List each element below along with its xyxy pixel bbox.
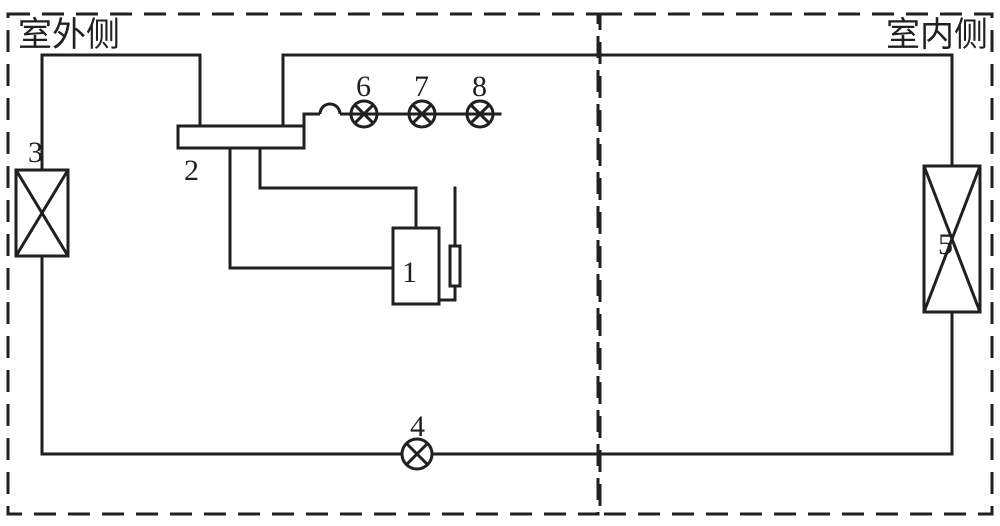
label-8: 8 (472, 70, 487, 103)
pipe-comp_discharge_to_fwv (260, 148, 416, 228)
label-6: 6 (356, 70, 371, 103)
schematic: 室外侧 室内侧 1 2 3 4 5 6 7 8 (0, 0, 1000, 526)
region-label-indoor: 室内侧 (886, 16, 988, 54)
pipe-in_hx_to_fwv_top (283, 55, 952, 166)
label-7: 7 (414, 70, 429, 103)
label-5: 5 (938, 228, 953, 261)
pipe-resistor_to_comp (439, 286, 455, 300)
region-label-outdoor: 室外侧 (18, 16, 120, 54)
accumulator (450, 246, 460, 286)
label-4: 4 (410, 410, 425, 443)
label-3: 3 (28, 136, 43, 169)
label-2: 2 (184, 154, 199, 187)
pipe-fwv_to_comp_suction (230, 148, 393, 268)
four-way-valve (178, 126, 304, 148)
pipe-out_hx_to_exp (42, 256, 402, 454)
pipe-exp_to_in_hx (432, 312, 952, 454)
label-1: 1 (402, 256, 417, 289)
pipe-fwv_to_out_hx (42, 55, 200, 170)
